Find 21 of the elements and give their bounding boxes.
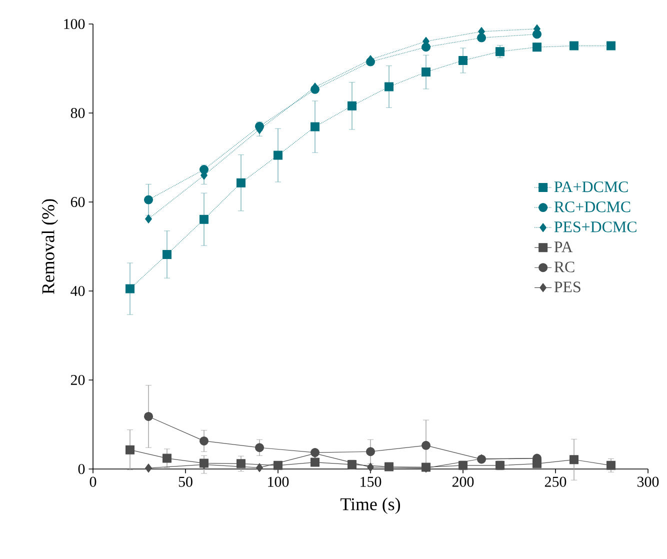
x-tick-label: 100 (268, 476, 289, 487)
legend-label: RC+DCMC (554, 202, 630, 212)
y-tick-label: 60 (70, 196, 85, 208)
y-tick-label: 40 (70, 286, 85, 296)
x-tick-label: 50 (178, 476, 192, 487)
x-tick-label: 200 (452, 476, 474, 487)
x-tick-label: 0 (90, 476, 96, 487)
legend-label: PA (554, 242, 573, 252)
y-tick-label: 80 (70, 108, 85, 118)
x-tick-label: 150 (360, 476, 382, 487)
x-axis-title: Time (s) (340, 498, 400, 514)
y-tick-label: 0 (78, 464, 85, 474)
legend-label: RC (554, 262, 574, 272)
y-axis-title: Removal (%) (42, 199, 58, 294)
y-tick-label: 20 (70, 374, 85, 386)
legend-label: PES+DCMC (554, 222, 636, 232)
y-tick-label: 100 (64, 18, 85, 30)
x-tick-label: 250 (544, 476, 566, 487)
legend-label: PA+DCMC (554, 182, 628, 192)
legend-label: PES (554, 282, 580, 292)
x-tick-label: 300 (638, 476, 659, 487)
